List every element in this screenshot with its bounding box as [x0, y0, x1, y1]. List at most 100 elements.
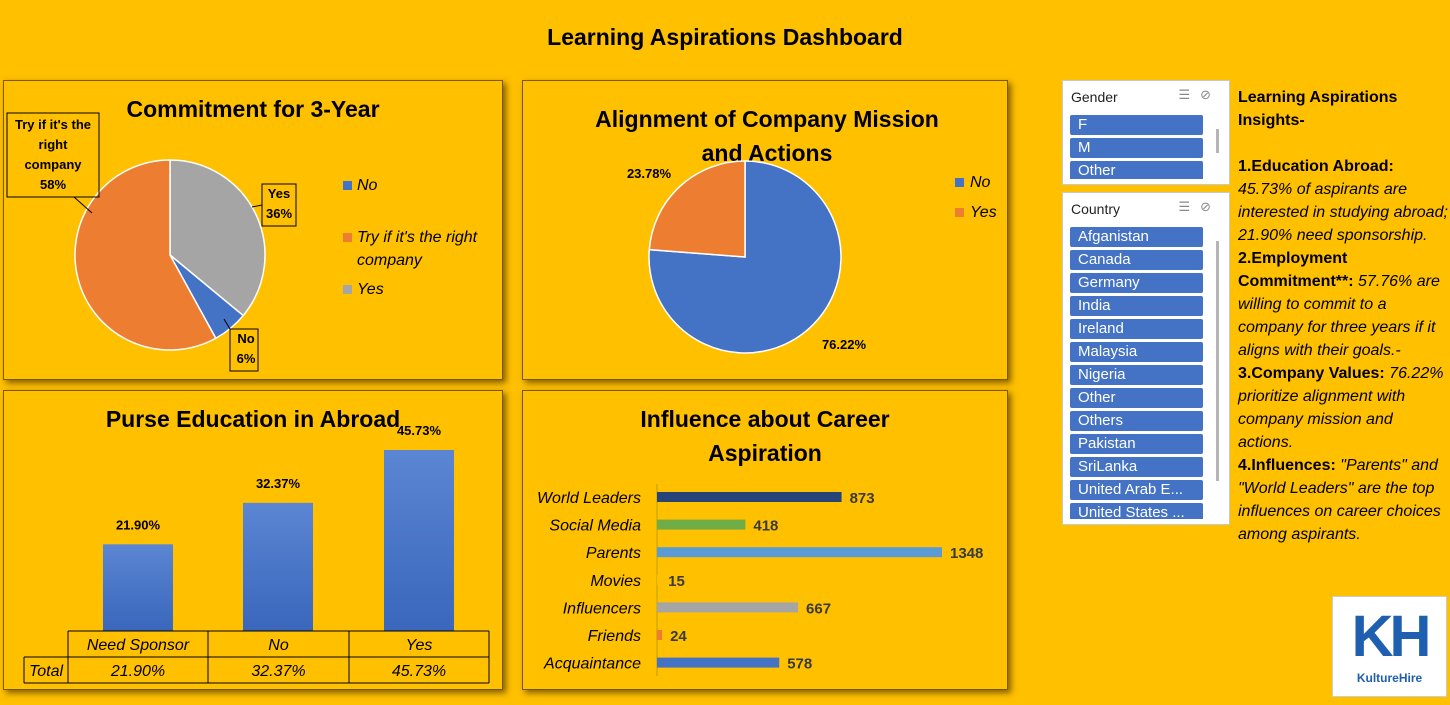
data-label: 76.22% — [822, 337, 867, 352]
bar — [103, 544, 173, 631]
insight-4-text: "Parents" and "World Leaders" are the to… — [1238, 457, 1441, 543]
data-label: 873 — [850, 490, 875, 507]
data-label: 578 — [787, 656, 812, 673]
clear-filter-icon[interactable]: ⊘ — [1200, 199, 1221, 214]
kulturehire-logo: KH KultureHire — [1332, 596, 1447, 697]
insight-2-text: 57.76% are willing to commit to a compan… — [1238, 273, 1440, 359]
data-label: 667 — [806, 600, 831, 617]
bar — [657, 630, 663, 640]
slicer-scrollbar[interactable] — [1216, 129, 1219, 153]
chart-title: Alignment of Company Mission and Actions — [595, 106, 939, 166]
slicer-item[interactable]: Pakistan — [1070, 434, 1203, 454]
data-label: 21.90% — [116, 517, 161, 532]
table-header: Yes — [406, 637, 433, 654]
table-cell: 45.73% — [392, 663, 446, 680]
country-slicer[interactable]: Country Afganistan Canada Germany India Irel… — [1062, 192, 1230, 525]
bar — [657, 602, 799, 613]
leader-line — [223, 318, 231, 330]
insight-3-text: 76.22% prioritize alignment with company… — [1238, 365, 1444, 451]
gender-slicer[interactable]: Gender ☰⊘ F M Other — [1062, 80, 1230, 185]
data-label: 15 — [668, 573, 685, 590]
bar — [384, 449, 454, 631]
table-cell: 21.90% — [110, 663, 165, 680]
slicer-item[interactable]: United Arab E... — [1070, 480, 1203, 500]
slicer-item[interactable]: Nigeria — [1070, 365, 1203, 385]
pie-slice — [648, 160, 746, 258]
table-cell: 32.37% — [251, 663, 305, 680]
abroad-bar-chart: Purse Education in Abroad 21.90% 32.37% 45.… — [23, 406, 490, 684]
pie-slice — [169, 159, 266, 317]
slicer-item[interactable]: Other — [1070, 388, 1203, 408]
slicer-scrollbar[interactable] — [1216, 241, 1219, 481]
slicer-item[interactable]: F — [1070, 115, 1203, 135]
gender-slicer-header: Gender — [1071, 89, 1118, 105]
country-slicer-header: Country — [1071, 201, 1121, 217]
insight-1-text: 45.73% of aspirants are interested in st… — [1238, 181, 1448, 244]
legend-label: Yes — [357, 281, 384, 298]
data-label: 24 — [670, 628, 687, 645]
slicer-item[interactable]: United States ... — [1070, 503, 1203, 519]
category-label: Movies — [590, 573, 641, 590]
country-slicer-items: Afganistan Canada Germany India Ireland Malay… — [1070, 227, 1203, 519]
bar — [657, 574, 661, 585]
bar — [657, 657, 780, 668]
legend-label: No — [357, 177, 378, 194]
slicer-item[interactable]: SriLanka — [1070, 457, 1203, 477]
category-label: Social Media — [549, 518, 641, 535]
slicer-item[interactable]: Ireland — [1070, 319, 1203, 339]
data-label-box — [6, 112, 100, 198]
insight-3-title: 3.Company Values: — [1238, 365, 1385, 382]
gender-slicer-items: F M Other — [1070, 115, 1203, 179]
leader-line — [73, 196, 93, 214]
legend-swatch — [955, 208, 964, 217]
slicer-item[interactable]: Other — [1070, 161, 1203, 179]
data-label: 32.37% — [256, 476, 301, 491]
alignment-chart-panel[interactable]: Alignment of Company Mission and Actions 7… — [522, 80, 1008, 380]
insight-1-title: 1.Education Abroad: — [1238, 158, 1394, 175]
category-label: Influencers — [563, 600, 641, 617]
slicer-controls[interactable]: ☰⊘ — [1178, 199, 1221, 215]
slicer-controls[interactable]: ☰⊘ — [1178, 87, 1221, 103]
category-label: World Leaders — [537, 490, 641, 507]
legend-swatch — [955, 178, 964, 187]
multi-select-icon[interactable]: ☰ — [1178, 87, 1201, 102]
logo-name: KultureHire — [1356, 671, 1423, 685]
data-label: No 6% — [237, 331, 256, 366]
chart-title: Commitment for 3-Year — [126, 96, 379, 122]
slicer-item[interactable]: M — [1070, 138, 1203, 158]
influence-chart-panel[interactable]: Influence about Career Aspiration World Le… — [522, 390, 1008, 690]
category-label: Acquaintance — [543, 656, 641, 673]
table-row-label: Total — [29, 663, 64, 680]
slicer-item[interactable]: Others — [1070, 411, 1203, 431]
data-label-box — [229, 328, 259, 372]
bar — [243, 502, 313, 631]
slicer-item[interactable]: Afganistan — [1070, 227, 1203, 247]
abroad-chart-panel[interactable]: Purse Education in Abroad 21.90% 32.37% 45.… — [3, 390, 503, 690]
chart-title: Influence about Career Aspiration — [640, 406, 889, 466]
legend-label: No — [970, 174, 991, 191]
bar — [657, 492, 842, 502]
commitment-chart-panel[interactable]: Commitment for 3-Year No 6% Yes 36% Try if it… — [3, 80, 503, 380]
alignment-pie-chart: Alignment of Company Mission and Actions 7… — [595, 106, 997, 354]
bar — [657, 519, 746, 530]
legend-swatch — [343, 285, 352, 294]
legend-label: Try if it's the right company — [357, 229, 478, 269]
multi-select-icon[interactable]: ☰ — [1178, 199, 1201, 214]
slicer-item[interactable]: Canada — [1070, 250, 1203, 270]
category-label: Parents — [586, 545, 641, 562]
pie-slice — [648, 160, 842, 354]
data-label: 23.78% — [627, 166, 672, 181]
dashboard-title: Learning Aspirations Dashboard — [547, 24, 903, 50]
slicer-item[interactable]: India — [1070, 296, 1203, 316]
legend-swatch — [343, 233, 352, 242]
slicer-item[interactable]: Malaysia — [1070, 342, 1203, 362]
slicer-item[interactable]: Germany — [1070, 273, 1203, 293]
data-label: Yes 36% — [266, 186, 292, 221]
table-header: No — [268, 637, 289, 654]
leader-line — [251, 204, 263, 208]
logo-mark: KH — [1351, 604, 1432, 669]
clear-filter-icon[interactable]: ⊘ — [1200, 87, 1221, 102]
legend-label: Yes — [970, 204, 997, 221]
table-header: Need Sponsor — [87, 637, 190, 654]
insights-panel: Learning Aspirations Insights- 1.Educati… — [1238, 86, 1448, 546]
